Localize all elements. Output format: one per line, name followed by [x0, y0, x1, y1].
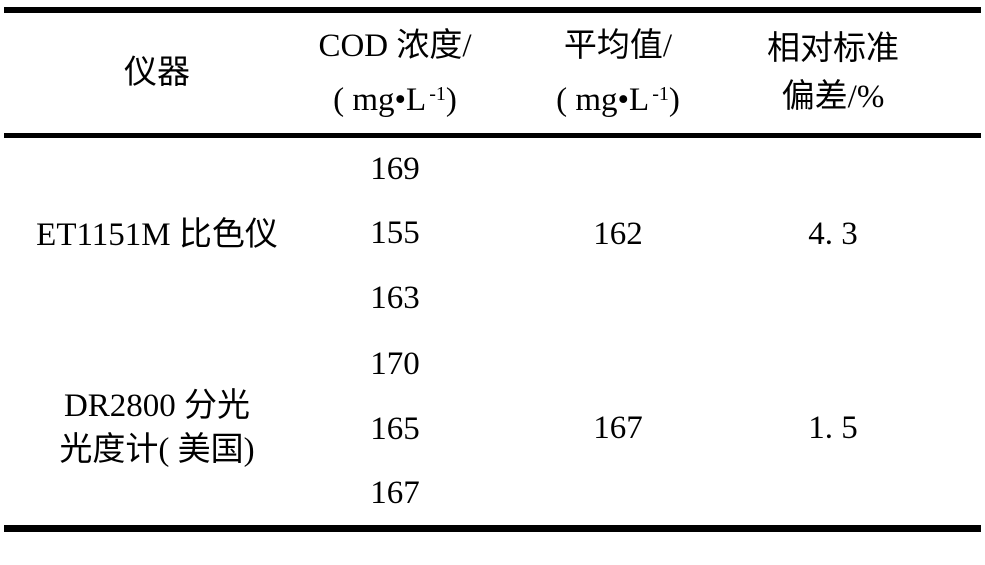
table-row: 163 [4, 266, 981, 332]
instrument-name-dr2800: DR2800 分光 光度计( 美国) [59, 388, 255, 468]
table-row: DR2800 分光 光度计( 美国) 170 167 1. 5 [4, 332, 981, 468]
cod-comparison-table: 仪器 COD 浓度/ ( mg•L -1) 平均值/ ( mg•L -1) 相对标准… [4, 7, 981, 532]
cod-value: 167 [370, 475, 420, 511]
cod-unit-base: ( mg•L [333, 81, 427, 118]
average-unit-close: ) [668, 81, 680, 118]
header-row: 仪器 COD 浓度/ ( mg•L -1) 平均值/ ( mg•L -1) 相对标准… [4, 10, 981, 138]
cod-value: 170 [370, 345, 420, 382]
average-unit-base: ( mg•L [556, 81, 650, 118]
rsd-value: 4. 3 [808, 216, 858, 252]
table-row: ET1151M 比色仪 169 162 4. 3 [4, 135, 981, 253]
header-cod-line1: COD 浓度/ [318, 27, 472, 64]
cod-value: 169 [370, 150, 420, 187]
header-rsd: 相对标准 偏差/% [730, 10, 981, 138]
instrument-name-et1151m: ET1151M 比色仪 [36, 216, 278, 253]
table-row: 165 [4, 397, 981, 463]
average-value: 162 [593, 216, 643, 252]
header-average-unit: ( mg•L -1) [506, 70, 730, 124]
cod-unit-exponent: -1 [429, 82, 446, 105]
cod-value: 163 [370, 280, 420, 317]
table-row: 155 [4, 201, 981, 267]
header-instrument: 仪器 [4, 10, 284, 138]
cod-unit-close: ) [445, 81, 457, 118]
header-cod-unit: ( mg•L -1) [284, 70, 506, 124]
cod-value: 155 [370, 214, 420, 251]
header-instrument-label: 仪器 [124, 54, 190, 91]
table-row: 167 [4, 463, 981, 529]
rsd-value: 1. 5 [808, 409, 858, 446]
header-cod-concentration: COD 浓度/ ( mg•L -1) [284, 10, 506, 138]
header-average-line1: 平均值/ [563, 27, 673, 64]
cod-value: 165 [370, 411, 420, 448]
header-average: 平均值/ ( mg•L -1) [506, 10, 730, 138]
header-rsd-line2: 偏差/% [781, 78, 885, 115]
header-rsd-line1: 相对标准 [767, 30, 899, 67]
average-unit-exponent: -1 [652, 82, 669, 105]
average-value: 167 [593, 409, 643, 446]
